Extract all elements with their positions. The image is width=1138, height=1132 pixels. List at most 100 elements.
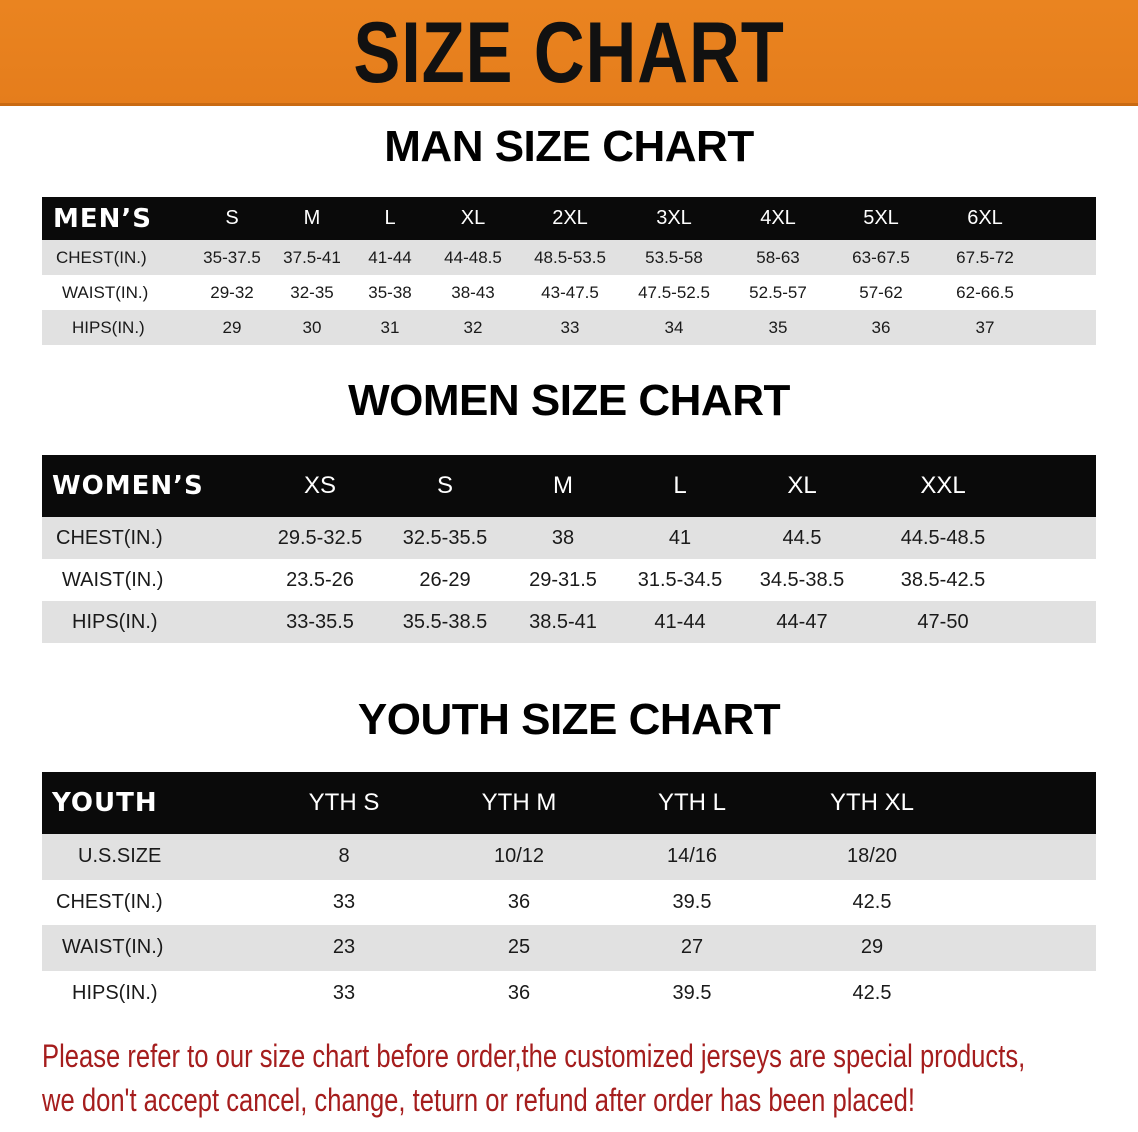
size-header: 3XL [656, 207, 692, 229]
table-cell: 36 [507, 981, 531, 1004]
table-cell: 32 [463, 317, 483, 337]
table-cell: 25 [507, 936, 531, 959]
table-cell: 29-32 [210, 282, 254, 302]
table-cell: 14/16 [666, 845, 718, 868]
table-cell: 32-35 [290, 282, 334, 302]
table-cell: 27 [680, 936, 704, 959]
measurement-label: HIPS(IN.) [72, 610, 158, 633]
table-cell: 38.5-42.5 [900, 568, 986, 591]
measurement-label: HIPS(IN.) [72, 317, 145, 337]
size-header: XL [787, 472, 817, 499]
men-section-title: MAN SIZE CHART [384, 122, 754, 171]
table-row: CHEST(IN.) 35-37.5 37.5-41 41-44 44-48.5 48.5… [42, 240, 1096, 275]
size-header: L [673, 472, 687, 499]
table-row: HIPS(IN.) 33 36 39.5 42.5 [42, 970, 1096, 1016]
size-header: YTH M [481, 789, 557, 816]
size-header: L [384, 207, 396, 229]
table-cell: 44-48.5 [444, 247, 502, 267]
size-header: S [436, 472, 454, 499]
table-cell: 62-66.5 [956, 282, 1014, 302]
table-cell: 29-31.5 [529, 568, 597, 591]
table-cell: 33-35.5 [286, 610, 354, 633]
notice-line-2: we don't accept cancel, change, teturn o… [42, 1082, 915, 1118]
table-cell: 29 [222, 317, 242, 337]
measurement-label: U.S.SIZE [78, 845, 162, 868]
table-cell: 41-44 [368, 247, 412, 267]
table-cell: 33 [332, 890, 356, 913]
table-cell: 32.5-35.5 [402, 526, 488, 549]
size-header: 6XL [967, 207, 1003, 229]
table-cell: 63-67.5 [852, 247, 910, 267]
measurement-label: WAIST(IN.) [62, 936, 164, 959]
table-cell: 18/20 [846, 845, 898, 868]
measurement-label: WAIST(IN.) [62, 282, 149, 302]
table-cell: 53.5-58 [645, 247, 703, 267]
table-cell: 44.5-48.5 [900, 526, 986, 549]
size-header: YTH S [308, 789, 380, 816]
table-cell: 67.5-72 [956, 247, 1014, 267]
table-cell: 43-47.5 [541, 282, 599, 302]
table-cell: 29 [860, 936, 884, 959]
table-cell: 42.5 [852, 981, 892, 1004]
table-cell: 39.5 [672, 981, 712, 1004]
banner-title: SIZE CHART [353, 5, 785, 101]
table-cell: 58-63 [756, 247, 800, 267]
table-cell: 23.5-26 [286, 568, 354, 591]
table-cell: 39.5 [672, 890, 712, 913]
table-cell: 30 [302, 317, 322, 337]
youth-header-row: YOUTH YTH S YTH M YTH L YTH XL [42, 772, 1096, 834]
table-cell: 33 [560, 317, 580, 337]
measurement-label: WAIST(IN.) [62, 568, 164, 591]
measurement-label: CHEST(IN.) [56, 526, 163, 549]
table-cell: 57-62 [859, 282, 903, 302]
table-header-label: WOMEN’S [52, 471, 204, 501]
table-cell: 36 [871, 317, 891, 337]
table-cell: 38-43 [451, 282, 495, 302]
size-header: XXL [920, 472, 966, 499]
table-cell: 47-50 [917, 610, 969, 633]
table-cell: 47.5-52.5 [638, 282, 710, 302]
table-cell: 31.5-34.5 [637, 568, 723, 591]
table-cell: 37.5-41 [283, 247, 341, 267]
table-cell: 10/12 [493, 845, 545, 868]
table-cell: 35-38 [368, 282, 412, 302]
table-cell: 35 [768, 317, 788, 337]
size-header: XL [460, 207, 486, 229]
measurement-label: CHEST(IN.) [56, 247, 147, 267]
size-header: M [553, 472, 573, 499]
table-cell: 42.5 [852, 890, 892, 913]
size-header: YTH L [657, 789, 727, 816]
table-cell: 36 [507, 890, 531, 913]
table-cell: 8 [338, 845, 350, 868]
table-header-label: YOUTH [52, 788, 158, 818]
table-row: CHEST(IN.) 29.5-32.5 32.5-35.5 38 41 44.5 44.5… [42, 517, 1096, 559]
size-header: S [225, 207, 239, 229]
table-cell: 34 [664, 317, 684, 337]
table-cell: 48.5-53.5 [534, 247, 606, 267]
table-row: CHEST(IN.) 33 36 39.5 42.5 [42, 879, 1096, 925]
table-cell: 38.5-41 [529, 610, 597, 633]
size-header: 2XL [552, 207, 588, 229]
size-header: 4XL [760, 207, 796, 229]
table-row: U.S.SIZE 8 10/12 14/16 18/20 [42, 834, 1096, 880]
table-cell: 23 [332, 936, 356, 959]
size-header: XS [303, 472, 337, 499]
table-cell: 33 [332, 981, 356, 1004]
table-cell: 41 [668, 526, 692, 549]
size-header: M [303, 207, 321, 229]
table-cell: 29.5-32.5 [277, 526, 363, 549]
table-cell: 35.5-38.5 [402, 610, 488, 633]
measurement-label: HIPS(IN.) [72, 981, 158, 1004]
table-cell: 38 [551, 526, 575, 549]
table-row: WAIST(IN.) 29-32 32-35 35-38 38-43 43-47.5 47.… [42, 275, 1096, 310]
table-cell: 34.5-38.5 [759, 568, 845, 591]
women-section-title: WOMEN SIZE CHART [348, 376, 790, 425]
table-cell: 26-29 [419, 568, 471, 591]
youth-section-title: YOUTH SIZE CHART [357, 695, 781, 744]
women-header-row: WOMEN’S XS S M L XL XXL [42, 455, 1096, 517]
table-header-label: MEN’S [53, 203, 152, 234]
table-cell: 37 [975, 317, 995, 337]
notice-line-1: Please refer to our size chart before or… [42, 1038, 1026, 1074]
table-cell: 44.5 [782, 526, 822, 549]
table-row: WAIST(IN.) 23.5-26 26-29 29-31.5 31.5-34.5 34… [42, 559, 1096, 601]
